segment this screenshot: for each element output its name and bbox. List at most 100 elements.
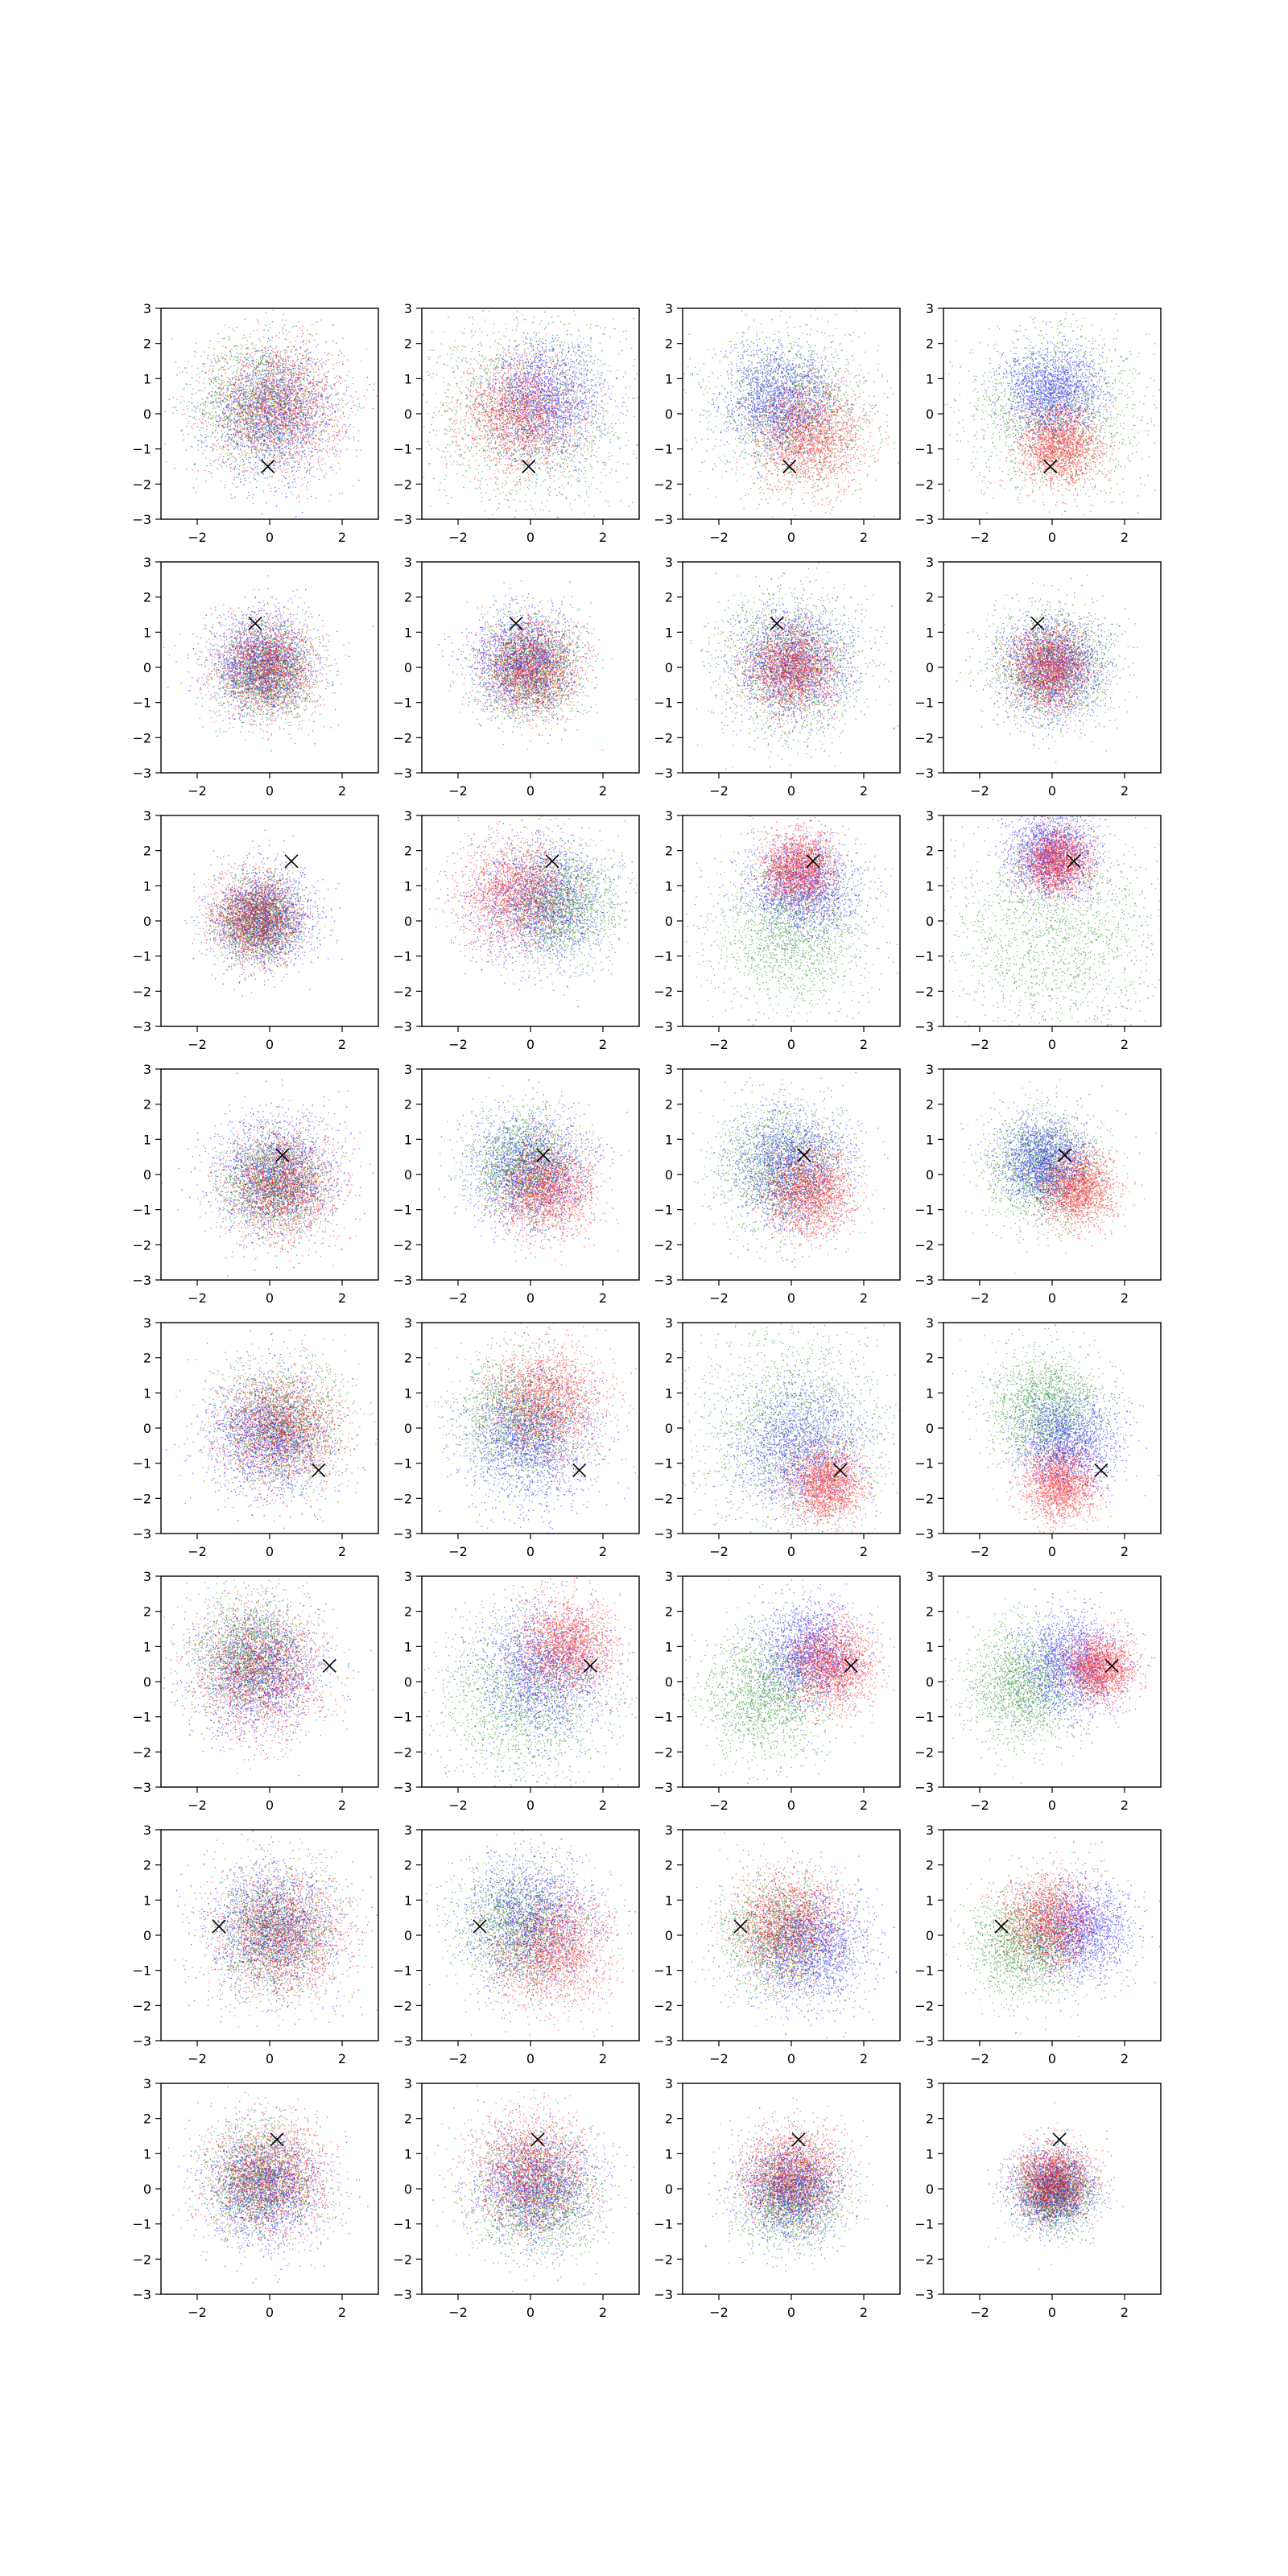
y-tick-label: 3 (926, 808, 934, 824)
y-tick-label: −2 (393, 730, 412, 745)
x-tick-label: 0 (266, 1290, 274, 1306)
x-tick-label: −2 (188, 1798, 207, 1813)
y-tick-label: 1 (926, 625, 934, 640)
y-tick-label: 1 (665, 2146, 673, 2161)
x-tick-label: 0 (1048, 2051, 1056, 2066)
y-tick-label: −2 (654, 1998, 673, 2013)
y-tick-label: 2 (665, 1097, 673, 1113)
x-tick-label: −2 (448, 2305, 468, 2320)
y-tick-label: 3 (926, 1315, 934, 1331)
x-tick-label: 0 (1048, 1037, 1056, 1052)
y-tick-label: 1 (665, 371, 673, 386)
x-tick-label: 0 (787, 1798, 795, 1813)
x-tick-label: 0 (526, 1290, 535, 1306)
y-tick-label: 1 (143, 878, 151, 894)
x-tick-label: 2 (1121, 1037, 1129, 1052)
y-tick-label: −3 (914, 1019, 934, 1034)
scatter-series-red (184, 847, 327, 993)
y-tick-label: 2 (404, 336, 412, 352)
y-tick-label: 2 (404, 844, 412, 859)
y-tick-label: −3 (393, 512, 412, 527)
subplot: −2 0 2 −3 −2 −1 0 1 2 3 (914, 1569, 1162, 1813)
y-tick-label: 0 (665, 2182, 673, 2197)
x-tick-label: −2 (448, 530, 468, 545)
y-tick-label: −3 (914, 1526, 934, 1542)
x-tick-label: 0 (1048, 1290, 1056, 1306)
x-tick-label: −2 (188, 530, 207, 545)
y-tick-label: 0 (665, 1167, 673, 1183)
y-tick-label: −3 (654, 766, 673, 781)
y-tick-label: −2 (654, 2252, 673, 2267)
x-marker (212, 1919, 226, 1934)
x-tick-label: 2 (860, 1798, 868, 1813)
x-tick-label: 2 (599, 1544, 607, 1559)
y-tick-label: 3 (143, 1062, 151, 1077)
y-tick-label: 1 (665, 1132, 673, 1147)
y-tick-label: 0 (404, 1674, 412, 1690)
x-tick-label: −2 (970, 1037, 989, 1052)
y-tick-label: −1 (132, 1456, 151, 1472)
y-tick-label: −1 (914, 949, 934, 964)
y-tick-label: 1 (926, 878, 934, 894)
x-tick-label: −2 (188, 783, 207, 799)
y-tick-label: −1 (654, 1203, 673, 1218)
y-tick-label: −1 (393, 2217, 412, 2232)
y-tick-label: −2 (132, 1491, 151, 1506)
y-tick-label: −3 (914, 512, 934, 527)
subplot: −2 0 2 −3 −2 −1 0 1 2 3 (393, 1823, 640, 2066)
x-tick-label: −2 (970, 1798, 989, 1813)
y-tick-label: −3 (132, 1780, 151, 1795)
scatter-series-red (996, 380, 1124, 507)
subplot: −2 0 2 −3 −2 −1 0 1 2 3 (914, 808, 1162, 1052)
x-tick-label: 0 (526, 1544, 535, 1559)
y-tick-label: 3 (143, 1823, 151, 1838)
x-tick-label: −2 (709, 530, 729, 545)
x-tick-label: 2 (338, 530, 346, 545)
subplot: −2 0 2 −3 −2 −1 0 1 2 3 (654, 1315, 901, 1559)
y-tick-label: 2 (926, 1604, 934, 1620)
x-tick-label: 0 (266, 783, 274, 799)
subplot: −2 0 2 −3 −2 −1 0 1 2 3 (654, 2076, 901, 2320)
x-marker (545, 854, 559, 869)
scatter-series-green (685, 309, 900, 518)
y-tick-label: 3 (143, 1569, 151, 1584)
y-tick-label: 2 (404, 1097, 412, 1113)
x-tick-label: −2 (188, 1544, 207, 1559)
y-tick-label: 1 (926, 2146, 934, 2161)
scatter-series-green (943, 312, 1160, 516)
x-tick-label: 0 (1048, 2305, 1056, 2320)
y-tick-label: 1 (926, 1893, 934, 1908)
y-tick-label: −1 (393, 696, 412, 711)
y-tick-label: 3 (665, 2076, 673, 2091)
y-tick-label: 2 (926, 590, 934, 605)
scatter-series-green (422, 1577, 639, 1787)
y-tick-label: −2 (132, 2252, 151, 2267)
x-tick-label: 2 (599, 783, 607, 799)
y-tick-label: −3 (914, 1780, 934, 1795)
y-tick-label: 2 (665, 1351, 673, 1366)
y-tick-label: −1 (132, 1963, 151, 1979)
scatter-series-red (768, 1429, 893, 1534)
y-tick-label: 2 (665, 2112, 673, 2127)
x-tick-label: 2 (599, 1037, 607, 1052)
y-tick-label: −1 (654, 949, 673, 964)
y-tick-label: −3 (654, 1273, 673, 1288)
y-tick-label: 3 (404, 301, 412, 316)
y-tick-label: 3 (404, 808, 412, 824)
y-tick-label: −3 (914, 1273, 934, 1288)
y-tick-label: −1 (654, 1963, 673, 1979)
y-tick-label: −3 (393, 1019, 412, 1034)
y-tick-label: −3 (132, 1526, 151, 1542)
y-tick-label: 2 (143, 1351, 151, 1366)
subplot: −2 0 2 −3 −2 −1 0 1 2 3 (132, 808, 379, 1052)
y-tick-label: −1 (654, 442, 673, 457)
y-tick-label: 1 (404, 878, 412, 894)
y-tick-label: 0 (926, 2182, 934, 2197)
scatter-series-red (178, 1340, 378, 1522)
y-tick-label: 0 (926, 407, 934, 422)
y-tick-label: −2 (132, 730, 151, 745)
subplot: −2 0 2 −3 −2 −1 0 1 2 3 (914, 1823, 1162, 2066)
x-marker (536, 1148, 551, 1162)
y-tick-label: −2 (132, 1998, 151, 2013)
y-tick-label: −2 (393, 1998, 412, 2013)
